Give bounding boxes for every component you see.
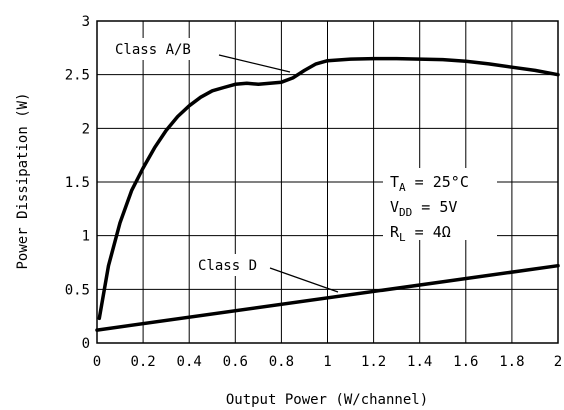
class-ab-leader [218, 54, 291, 73]
x-axis-label: Output Power (W/channel) [226, 392, 428, 408]
x-tick-label: 0.4 [177, 354, 202, 370]
curves [95, 56, 560, 332]
x-tick-label: 1.6 [453, 354, 478, 370]
series-line-class-ab [97, 56, 560, 321]
y-tick-label: 1 [82, 229, 90, 245]
condition-rl: RL = 4Ω [390, 223, 451, 244]
x-tick-label: 1.2 [361, 354, 386, 370]
y-tick-label: 3 [82, 14, 90, 30]
condition-vdd: VDD = 5V [390, 198, 457, 219]
y-tick-label: 0.5 [65, 282, 90, 298]
y-axis-label: Power Dissipation (W) [15, 92, 31, 269]
class-ab-label-bg [110, 38, 222, 60]
class-d-label-bg [194, 254, 268, 276]
class-d-leader [269, 267, 339, 293]
x-tick-label: 0.8 [269, 354, 294, 370]
x-tick-label: 1 [323, 354, 331, 370]
y-tick-label: 2.5 [65, 68, 90, 84]
x-tick-label: 0 [93, 354, 101, 370]
x-tick-label: 2 [554, 354, 562, 370]
y-tick-label: 1.5 [65, 175, 90, 191]
tick-labels: 0 0.2 0.4 0.6 0.8 1 1.2 1.4 1.6 1.8 2 0 0.5 1 1.5 2 2.5 3 [65, 14, 563, 370]
class-ab-label: Class A/B [115, 42, 191, 58]
x-tick-label: 1.8 [499, 354, 524, 370]
plot-frame [96, 20, 559, 344]
series-line-class-d [95, 263, 560, 332]
condition-ta: TA = 25°C [390, 173, 469, 194]
conditions-bg [383, 168, 497, 240]
x-tick-label: 1.4 [407, 354, 432, 370]
x-tick-label: 0.2 [130, 354, 155, 370]
x-tick-label: 0.6 [223, 354, 248, 370]
class-d-label: Class D [198, 258, 257, 274]
y-tick-label: 2 [82, 121, 90, 137]
y-tick-label: 0 [82, 336, 90, 352]
